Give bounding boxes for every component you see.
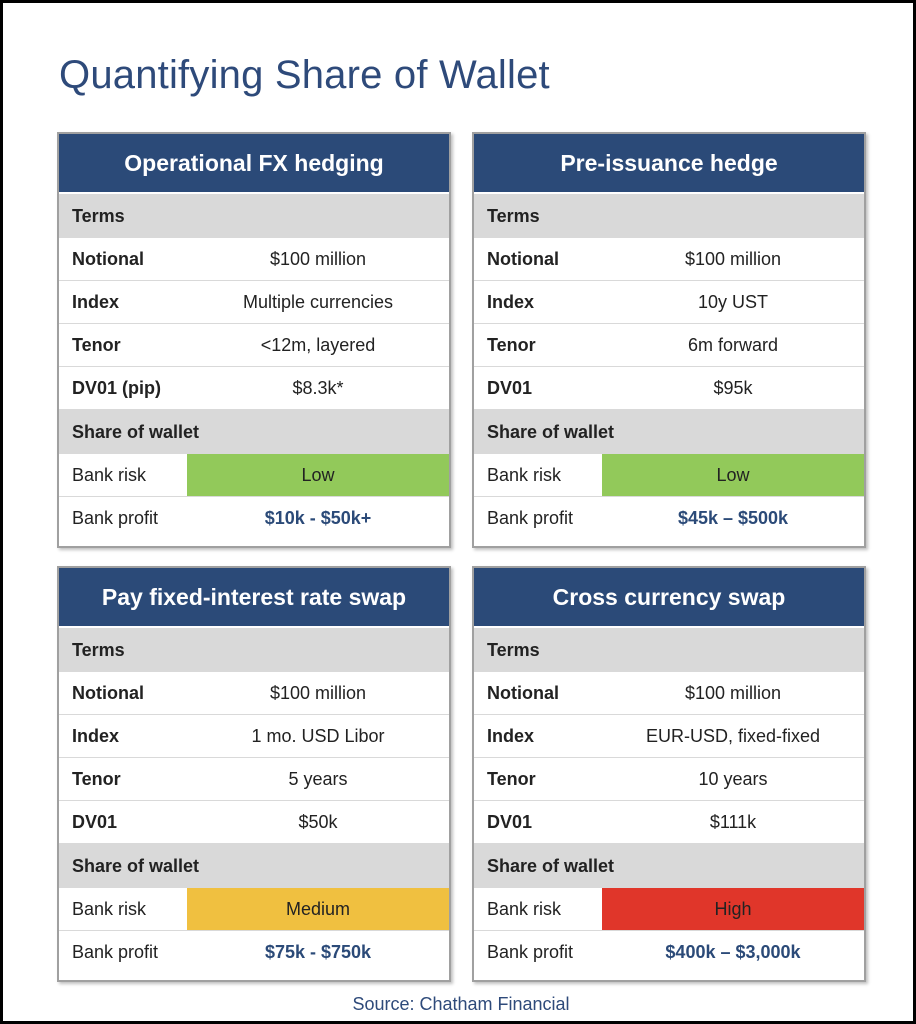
- card-operational-fx-hedging: Operational FX hedging Terms Notional $1…: [57, 132, 451, 548]
- bank-profit-label: Bank profit: [72, 508, 159, 528]
- terms-header: Terms: [59, 194, 449, 238]
- term-label: Tenor: [487, 768, 536, 789]
- share-of-wallet-header: Share of wallet: [59, 410, 449, 454]
- term-label: DV01: [487, 377, 533, 398]
- terms-header: Terms: [59, 628, 449, 672]
- term-value: 10 years: [698, 768, 768, 789]
- card-title: Pay fixed-interest rate swap: [59, 568, 449, 628]
- term-row-notional: Notional $100 million: [59, 672, 449, 715]
- bank-profit-value: $10k - $50k+: [264, 508, 372, 528]
- term-label: DV01: [487, 811, 533, 832]
- bank-risk-row: Bank risk Medium: [59, 888, 449, 931]
- bank-profit-label: Bank profit: [487, 508, 574, 528]
- term-row-tenor: Tenor 10 years: [474, 758, 864, 801]
- card-title: Operational FX hedging: [59, 134, 449, 194]
- share-of-wallet-header: Share of wallet: [59, 844, 449, 888]
- risk-badge: High: [602, 888, 864, 930]
- term-label: Notional: [487, 248, 559, 269]
- card-title: Cross currency swap: [474, 568, 864, 628]
- term-value: $100 million: [269, 248, 367, 269]
- bank-profit-row: Bank profit $10k - $50k+: [59, 497, 449, 540]
- term-label: Index: [72, 291, 120, 312]
- term-label: Index: [487, 291, 535, 312]
- risk-badge: Low: [187, 454, 449, 496]
- term-value: $100 million: [684, 682, 782, 703]
- terms-header: Terms: [474, 628, 864, 672]
- term-label: DV01 (pip): [72, 377, 162, 398]
- term-row-tenor: Tenor 6m forward: [474, 324, 864, 367]
- share-of-wallet-header: Share of wallet: [474, 844, 864, 888]
- bank-risk-label: Bank risk: [487, 464, 562, 485]
- card-pay-fixed-interest-rate-swap: Pay fixed-interest rate swap Terms Notio…: [57, 566, 451, 982]
- share-of-wallet-header: Share of wallet: [474, 410, 864, 454]
- card-pre-issuance-hedge: Pre-issuance hedge Terms Notional $100 m…: [472, 132, 866, 548]
- term-label: Tenor: [487, 334, 536, 355]
- term-value: EUR-USD, fixed-fixed: [645, 725, 821, 746]
- term-value: <12m, layered: [260, 334, 376, 355]
- bank-profit-label: Bank profit: [487, 942, 574, 962]
- term-label: Notional: [72, 682, 144, 703]
- term-row-tenor: Tenor <12m, layered: [59, 324, 449, 367]
- term-row-dv01: DV01 $95k: [474, 367, 864, 410]
- term-value: 10y UST: [697, 291, 769, 312]
- term-value: $8.3k*: [292, 377, 344, 398]
- term-row-index: Index 1 mo. USD Libor: [59, 715, 449, 758]
- term-row-dv01: DV01 $111k: [474, 801, 864, 844]
- bank-profit-row: Bank profit $45k – $500k: [474, 497, 864, 540]
- bank-profit-row: Bank profit $75k - $750k: [59, 931, 449, 974]
- bank-profit-value: $45k – $500k: [677, 508, 789, 528]
- bank-profit-label: Bank profit: [72, 942, 159, 962]
- term-label: Index: [72, 725, 120, 746]
- bank-risk-label: Bank risk: [487, 898, 562, 919]
- card-cross-currency-swap: Cross currency swap Terms Notional $100 …: [472, 566, 866, 982]
- term-label: Notional: [72, 248, 144, 269]
- term-row-notional: Notional $100 million: [474, 672, 864, 715]
- bank-profit-value: $75k - $750k: [264, 942, 372, 962]
- term-value: $50k: [298, 811, 338, 832]
- term-label: Index: [487, 725, 535, 746]
- term-value: $100 million: [269, 682, 367, 703]
- term-value: $100 million: [684, 248, 782, 269]
- bank-profit-value: $400k – $3,000k: [665, 942, 801, 962]
- term-value: $95k: [713, 377, 753, 398]
- terms-header: Terms: [474, 194, 864, 238]
- term-row-notional: Notional $100 million: [474, 238, 864, 281]
- term-row-index: Index 10y UST: [474, 281, 864, 324]
- bank-risk-label: Bank risk: [72, 898, 147, 919]
- card-title: Pre-issuance hedge: [474, 134, 864, 194]
- term-value: 5 years: [288, 768, 348, 789]
- bank-risk-row: Bank risk High: [474, 888, 864, 931]
- bank-risk-row: Bank risk Low: [474, 454, 864, 497]
- term-row-index: Index Multiple currencies: [59, 281, 449, 324]
- term-value: 6m forward: [687, 334, 779, 355]
- term-label: DV01: [72, 811, 118, 832]
- term-row-notional: Notional $100 million: [59, 238, 449, 281]
- term-row-dv01: DV01 $50k: [59, 801, 449, 844]
- term-value: Multiple currencies: [242, 291, 394, 312]
- bank-risk-row: Bank risk Low: [59, 454, 449, 497]
- bank-profit-row: Bank profit $400k – $3,000k: [474, 931, 864, 974]
- term-row-index: Index EUR-USD, fixed-fixed: [474, 715, 864, 758]
- risk-badge: Medium: [187, 888, 449, 930]
- term-label: Tenor: [72, 768, 121, 789]
- term-value: $111k: [709, 811, 757, 832]
- source-caption: Source: Chatham Financial: [352, 994, 570, 1014]
- term-label: Notional: [487, 682, 559, 703]
- risk-badge: Low: [602, 454, 864, 496]
- bank-risk-label: Bank risk: [72, 464, 147, 485]
- page-title: Quantifying Share of Wallet: [59, 53, 550, 97]
- term-row-tenor: Tenor 5 years: [59, 758, 449, 801]
- term-label: Tenor: [72, 334, 121, 355]
- term-value: 1 mo. USD Libor: [251, 725, 385, 746]
- term-row-dv01: DV01 (pip) $8.3k*: [59, 367, 449, 410]
